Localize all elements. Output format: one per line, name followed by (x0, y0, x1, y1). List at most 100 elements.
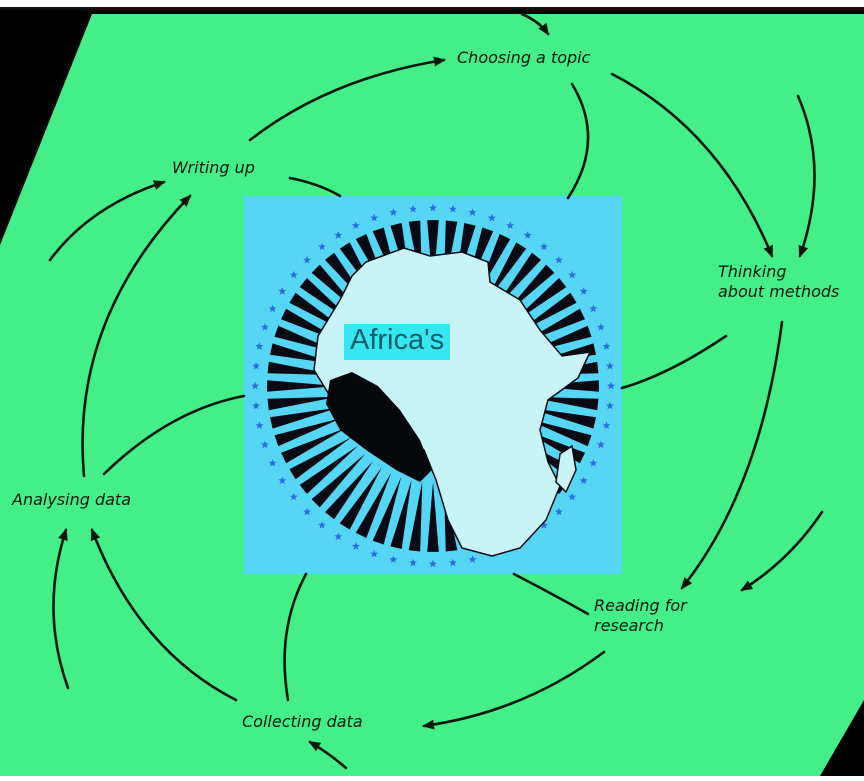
emblem-star (429, 559, 437, 568)
arrow-left-to-analysing (52, 528, 70, 690)
arrow-right-to-thinking (796, 94, 816, 258)
emblem-star (554, 255, 563, 264)
label-collecting-data: Collecting data (242, 712, 363, 731)
arrow-right-to-reading (740, 510, 824, 592)
cycle-arrows (48, 12, 824, 770)
emblem-star (351, 221, 360, 229)
emblem-star (318, 242, 326, 251)
emblem-ray (267, 396, 338, 411)
emblem-ray (372, 476, 402, 545)
emblem-star (268, 304, 277, 313)
emblem-star (448, 204, 457, 213)
emblem-ray (390, 479, 412, 549)
emblem-star (289, 270, 298, 279)
emblem-star (255, 342, 264, 350)
emblem-star (370, 213, 379, 222)
arrow-collecting-to-analysing (90, 528, 238, 702)
emblem-star (554, 507, 563, 516)
emblem-ray (427, 482, 439, 552)
emblem-star (278, 287, 287, 295)
emblem-ray (299, 445, 358, 494)
emblem-star (605, 361, 614, 370)
emblem-star (523, 231, 532, 239)
label-choosing-topic: Choosing a topic (457, 48, 591, 67)
emblem-star (289, 492, 298, 501)
emblem-star (579, 287, 588, 295)
emblem-star (429, 203, 437, 212)
emblem-ray (355, 472, 392, 538)
emblem-star (389, 555, 398, 563)
arrow-thinking-to-center (620, 334, 728, 390)
emblem-ray (289, 437, 352, 480)
emblem-star (607, 381, 615, 390)
center-label: Africa's (344, 324, 451, 360)
emblem-star (597, 323, 605, 331)
emblem-ray (408, 481, 423, 552)
emblem-star (540, 521, 548, 529)
gulf-shadow (326, 372, 432, 482)
arrow-writing-to-choosing (248, 56, 446, 142)
emblem-star (605, 401, 614, 410)
emblem-star (568, 492, 577, 501)
emblem-star (568, 270, 577, 279)
emblem-star (255, 421, 264, 429)
emblem-star (278, 476, 287, 485)
emblem-star (409, 204, 418, 213)
arrow-analysing-to-writing (81, 194, 192, 478)
emblem-ray (325, 461, 374, 520)
label-writing-up: Writing up (172, 158, 255, 177)
emblem-ray (311, 453, 366, 508)
emblem-star (409, 558, 418, 567)
emblem-star (261, 440, 269, 449)
emblem-star (252, 361, 261, 370)
emblem-star (540, 242, 548, 251)
emblem-star (370, 549, 379, 558)
emblem-star (303, 255, 312, 264)
arrow-left-to-writing (48, 180, 166, 262)
emblem-star (318, 521, 326, 529)
emblem-star (268, 459, 277, 467)
label-analysing-data: Analysing data (12, 490, 132, 509)
emblem-ray (274, 417, 343, 447)
emblem-stars (251, 203, 615, 568)
emblem-star (602, 421, 611, 429)
top-border (0, 7, 864, 10)
emblem-star (448, 558, 457, 567)
emblem-star (579, 476, 588, 485)
arrow-thinking-to-reading (680, 320, 784, 590)
emblem-star (506, 221, 515, 229)
emblem-star (589, 304, 598, 313)
africa-emblem (244, 196, 622, 574)
emblem-star (334, 532, 343, 541)
emblem-star (251, 381, 259, 390)
arrow-reading-to-collecting (422, 650, 606, 730)
arrow-center-to-reading (512, 572, 590, 616)
arrow-choosing-to-thinking (610, 72, 774, 258)
emblem-star (252, 401, 261, 410)
emblem-star (589, 459, 598, 467)
arrow-choosing-to-center (566, 82, 590, 200)
emblem-ray (267, 380, 337, 392)
emblem-star (468, 555, 477, 563)
madagascar (555, 444, 577, 494)
emblem-ray (270, 407, 340, 429)
arrow-collecting-to-center (283, 572, 308, 702)
arrow-analysing-to-center (102, 394, 246, 476)
emblem-ray (281, 427, 347, 464)
emblem-star (261, 323, 269, 331)
emblem-star (303, 507, 312, 516)
arrow-top-incoming (520, 12, 550, 36)
emblem-star (389, 208, 398, 216)
emblem-star (351, 542, 360, 550)
emblem-star (468, 208, 477, 216)
arrow-bottom-incoming (308, 740, 348, 770)
emblem-star (597, 440, 605, 449)
emblem-ray (339, 467, 382, 530)
emblem-star (334, 231, 343, 239)
label-thinking-methods: Thinking about methods (718, 262, 840, 301)
label-reading-research: Reading for research (594, 596, 687, 635)
arrow-writing-to-center (288, 176, 342, 198)
emblem-star (602, 342, 611, 350)
